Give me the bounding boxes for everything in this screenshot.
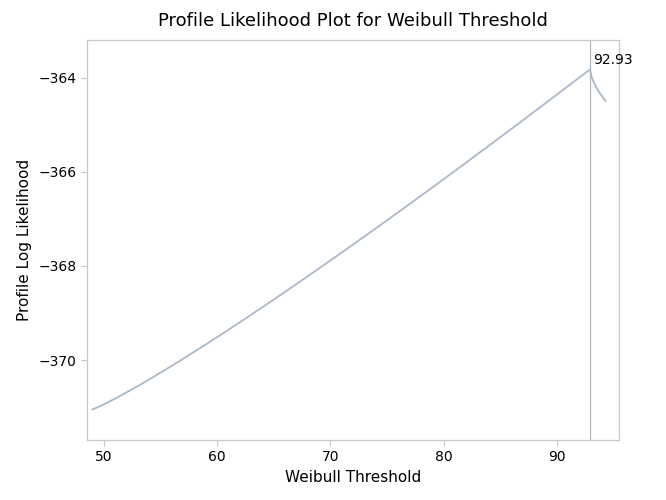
X-axis label: Weibull Threshold: Weibull Threshold	[285, 470, 421, 485]
Y-axis label: Profile Log Likelihood: Profile Log Likelihood	[17, 159, 33, 321]
Text: 92.93: 92.93	[593, 53, 633, 67]
Title: Profile Likelihood Plot for Weibull Threshold: Profile Likelihood Plot for Weibull Thre…	[158, 12, 548, 30]
